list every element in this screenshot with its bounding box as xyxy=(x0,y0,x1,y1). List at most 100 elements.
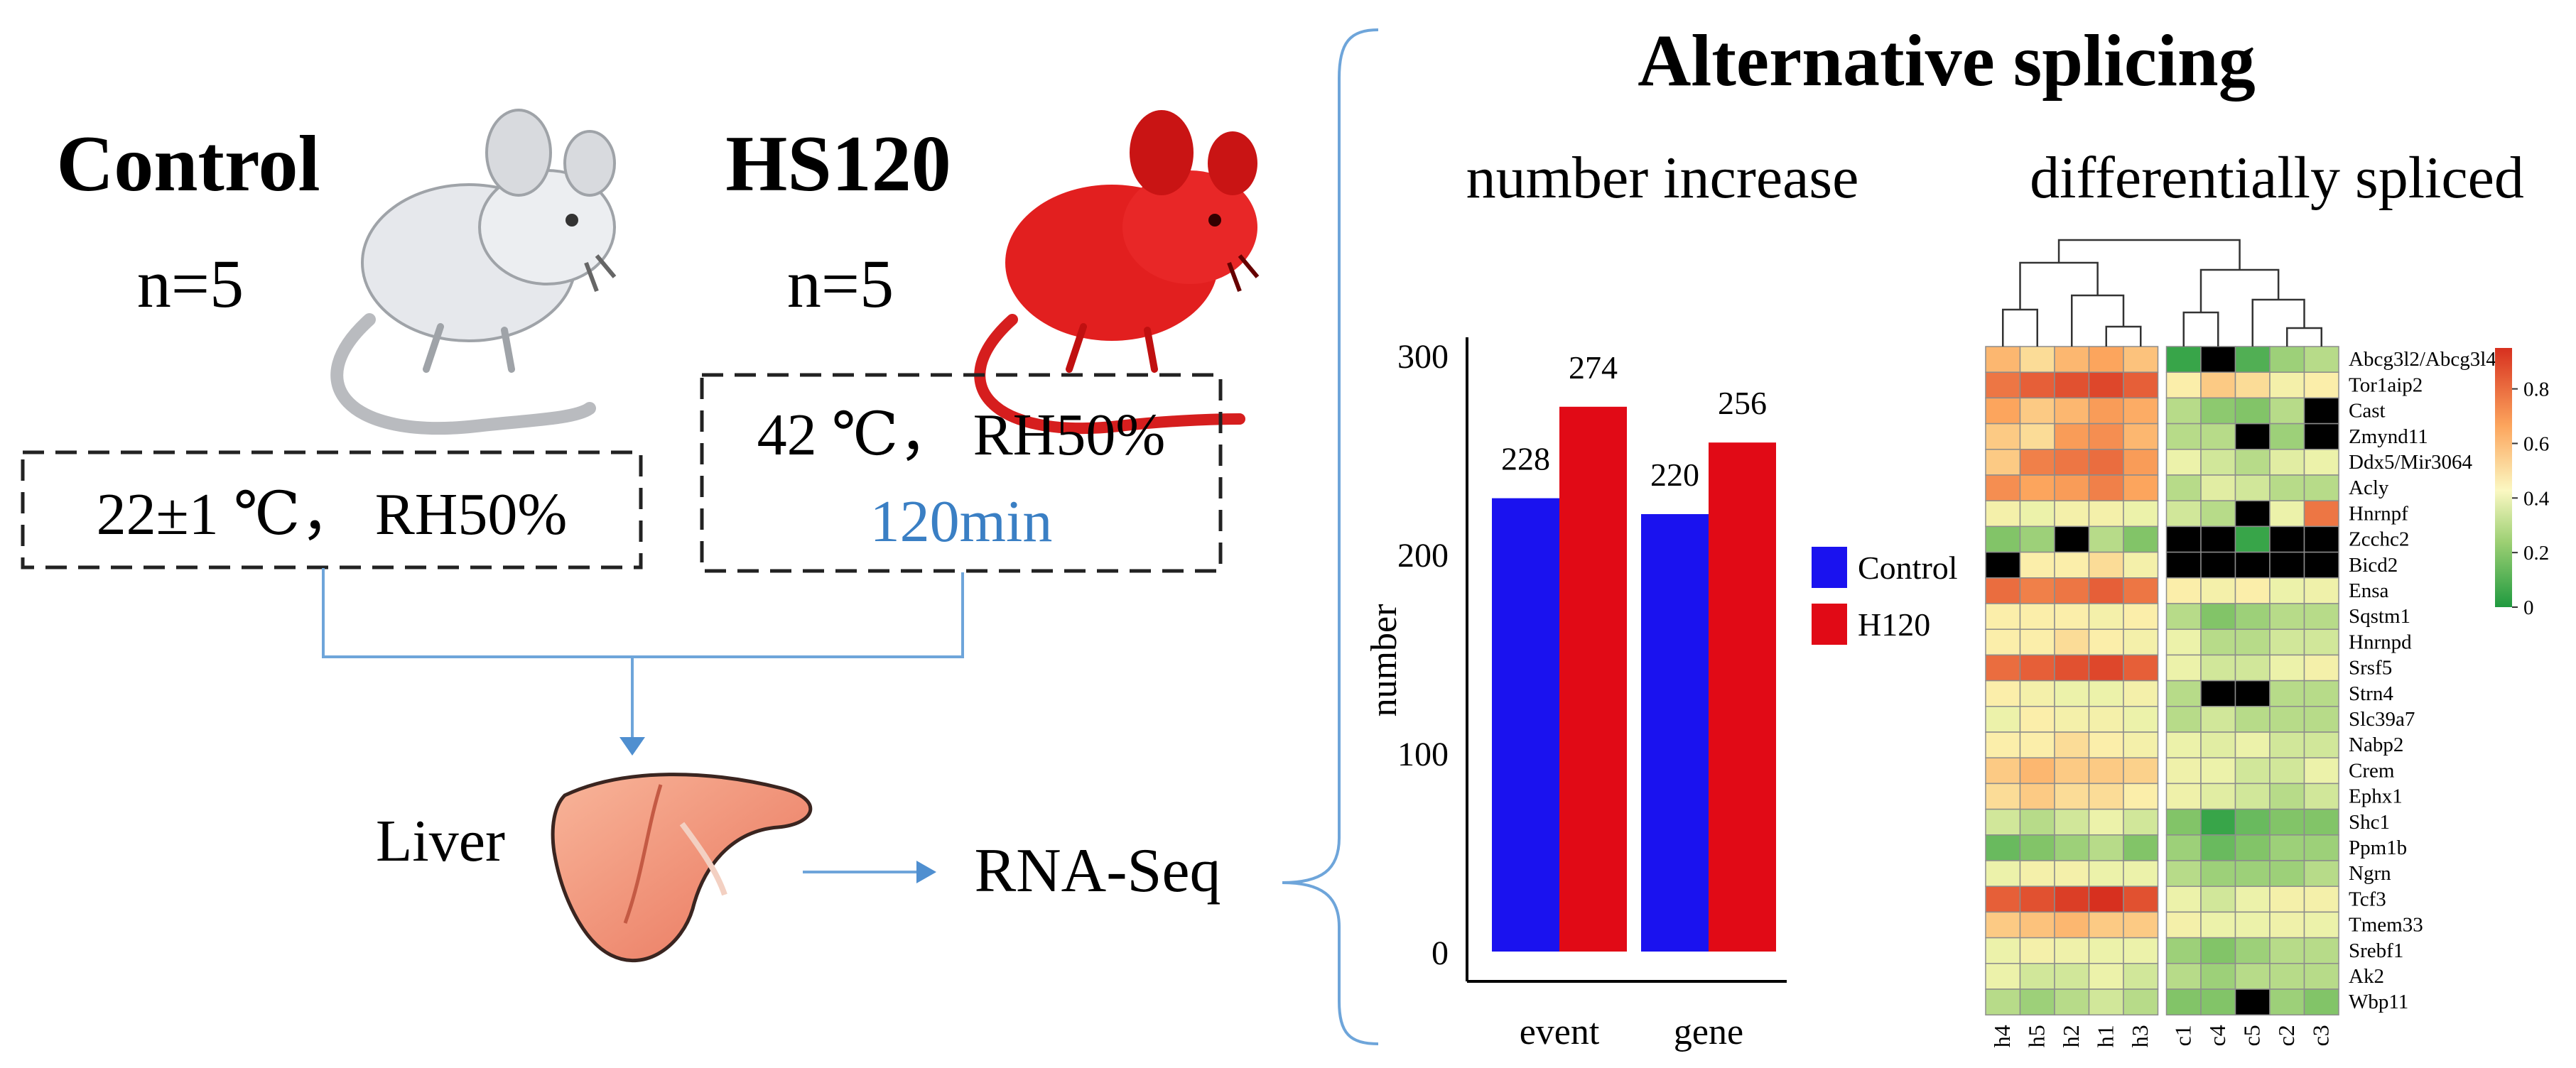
heatmap-cell xyxy=(2019,577,2055,604)
heatmap-cell xyxy=(1985,423,2021,450)
heatmap-col-label: h2 xyxy=(2058,1025,2084,1047)
y-axis-title: number xyxy=(1364,604,1405,717)
heatmap-cell xyxy=(2200,988,2236,1015)
heatmap-row-label: Nabp2 xyxy=(2349,734,2403,756)
colorbar-label: 0.8 xyxy=(2523,378,2549,401)
heatmap-cell xyxy=(2269,680,2305,707)
heatmap-cell xyxy=(2054,783,2090,810)
heatmap-cell xyxy=(2165,654,2202,682)
y-tick-label: 0 xyxy=(1432,934,1449,972)
heatmap-cell xyxy=(2054,500,2090,528)
heatmap-cell xyxy=(2269,397,2305,425)
heatmap-cell xyxy=(2234,808,2271,836)
subtitle-differentially-spliced: differentially spliced xyxy=(2030,145,2524,211)
rna-seq-label: RNA-Seq xyxy=(974,837,1221,905)
heatmap-cell xyxy=(2165,808,2202,836)
heatmap-cell xyxy=(2303,474,2339,501)
heatmap-cell xyxy=(2088,628,2124,656)
heatmap-cell xyxy=(2165,834,2202,861)
red-mouse-icon xyxy=(974,110,1260,435)
heatmap-cell xyxy=(2200,808,2236,836)
heatmap-cell xyxy=(2303,860,2339,887)
heatmap-cell xyxy=(2303,757,2339,785)
heatmap-cell xyxy=(2123,423,2159,450)
heatmap-cell xyxy=(2200,525,2236,553)
heatmap-cell xyxy=(2088,474,2124,501)
heatmap-cell xyxy=(2303,500,2339,528)
heatmap-row-label: Acly xyxy=(2349,476,2389,499)
heatmap-cell xyxy=(2054,988,2090,1015)
bar-chart: 0 100 200 300 number 228 274 event 220 256 gene Con… xyxy=(1364,337,1958,1052)
heatmap-cell xyxy=(2269,808,2305,836)
heatmap-cell xyxy=(2088,988,2124,1015)
heatmap-row-label: Srsf5 xyxy=(2349,657,2392,680)
heatmap-cell xyxy=(2234,680,2271,707)
heatmap-cell xyxy=(2303,937,2339,964)
heatmap-cell xyxy=(2269,757,2305,785)
colorbar-label: 0 xyxy=(2523,596,2534,619)
heatmap-cell xyxy=(2234,783,2271,810)
heatmap-row-label: Tcf3 xyxy=(2349,888,2386,910)
heatmap-cell xyxy=(2269,911,2305,939)
heatmap-cell xyxy=(2200,757,2236,785)
heatmap-cell xyxy=(2165,988,2202,1015)
heatmap-cell xyxy=(2165,474,2202,501)
heatmap-cell xyxy=(2303,371,2339,399)
bar-control-gene xyxy=(1641,514,1709,952)
heatmap-cell xyxy=(1985,449,2021,476)
heatmap-cell xyxy=(2303,808,2339,836)
heatmap-cell xyxy=(2019,731,2055,758)
heatmap-cell xyxy=(2088,860,2124,887)
heatmap-cell xyxy=(2269,474,2305,501)
heatmap-cell xyxy=(2303,346,2339,373)
bar-value-label: 228 xyxy=(1501,441,1550,477)
treatment-n: n=5 xyxy=(787,246,894,322)
colorbar xyxy=(2495,348,2512,607)
heatmap-cell xyxy=(2165,397,2202,425)
heatmap-cell xyxy=(2269,731,2305,758)
heatmap-cell xyxy=(2123,937,2159,964)
heatmap-cell xyxy=(2165,860,2202,887)
heatmap-cell xyxy=(2200,834,2236,861)
heatmap-cell xyxy=(2088,551,2124,579)
heatmap-cell xyxy=(2054,911,2090,939)
heatmap-cell xyxy=(2054,834,2090,861)
heatmap-cell xyxy=(2019,706,2055,733)
heatmap-cell xyxy=(2088,371,2124,399)
heatmap-cell xyxy=(2088,577,2124,604)
bar-h120-event xyxy=(1559,406,1627,952)
heatmap-cell xyxy=(2303,654,2339,682)
heatmap-cell xyxy=(2165,757,2202,785)
heatmap-cell xyxy=(2200,474,2236,501)
heatmap-cell xyxy=(2123,731,2159,758)
heatmap-cell xyxy=(2200,886,2236,913)
heatmap-row-label: Hnrnpf xyxy=(2349,502,2408,525)
heatmap-cell xyxy=(2269,963,2305,990)
heatmap-cell xyxy=(2234,551,2271,579)
heatmap-row-label: Wbp11 xyxy=(2349,991,2408,1013)
heatmap-cell xyxy=(2303,423,2339,450)
down-arrow xyxy=(619,737,645,756)
heatmap-cell xyxy=(1985,886,2021,913)
heatmap-cell xyxy=(2088,654,2124,682)
y-tick-label: 300 xyxy=(1397,338,1449,376)
heatmap-col-label: h5 xyxy=(2024,1025,2050,1047)
heatmap-cell xyxy=(2165,500,2202,528)
heatmap-cell xyxy=(2123,654,2159,682)
heatmap-cell xyxy=(2123,449,2159,476)
white-mouse-icon xyxy=(330,109,617,435)
heatmap-cell xyxy=(2165,346,2202,373)
bar-value-label: 220 xyxy=(1650,457,1699,493)
heatmap-cell xyxy=(1985,551,2021,579)
heatmap-cell xyxy=(2269,449,2305,476)
heatmap-cell xyxy=(2303,834,2339,861)
heatmap-cell xyxy=(1985,397,2021,425)
heatmap-cell xyxy=(1985,834,2021,861)
heatmap-cell xyxy=(2234,628,2271,656)
heatmap-cell xyxy=(1985,757,2021,785)
heatmap-cell xyxy=(2234,525,2271,553)
heatmap-cell xyxy=(2200,500,2236,528)
heatmap-cell xyxy=(2019,834,2055,861)
heatmap-cell xyxy=(2200,654,2236,682)
